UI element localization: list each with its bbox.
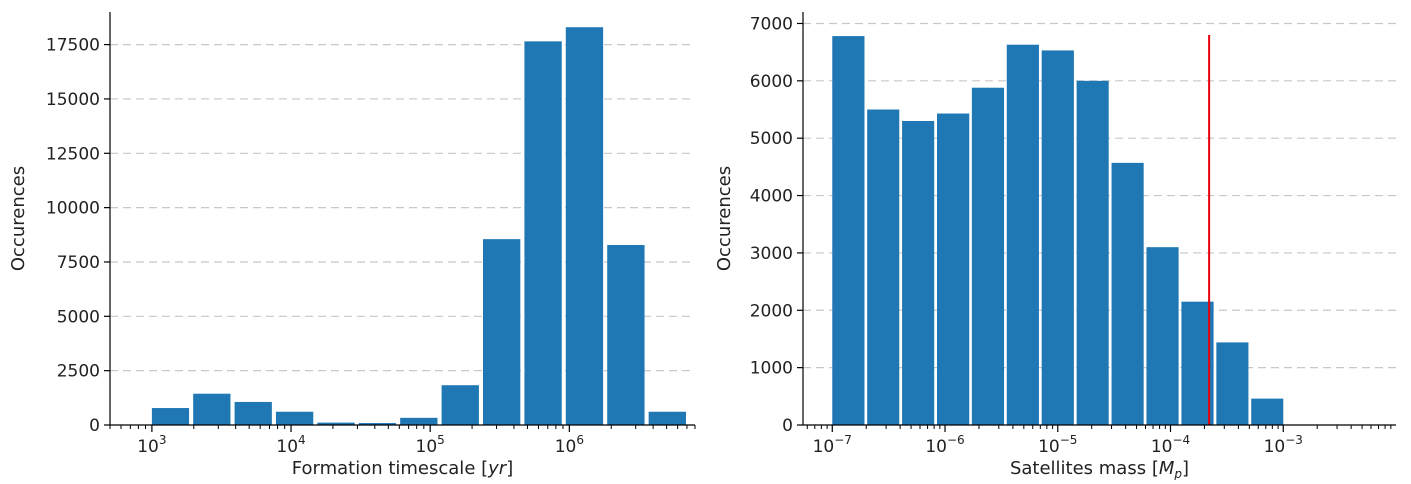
histogram-bar-4: [937, 113, 970, 425]
y-tick-label: 5000: [750, 129, 793, 149]
histogram-bar-7: [400, 417, 438, 425]
histogram-bar-5: [971, 87, 1005, 425]
y-tick-label: 7500: [57, 253, 100, 273]
histogram-bar-3: [902, 120, 935, 425]
y-tick-label: 6000: [750, 72, 793, 92]
histogram-bar-13: [648, 411, 686, 425]
x-tick-label: 104: [276, 433, 305, 457]
histogram-bar-8: [441, 385, 479, 425]
y-tick-label: 3000: [750, 244, 793, 264]
left-chart-panel: 0 2500 5000 7500 10000 12500 15000 17500 103 104 1…: [0, 0, 706, 480]
y-tick-label: 2000: [750, 301, 793, 321]
histogram-bar-1: [151, 408, 190, 425]
x-tick-label: 103: [137, 433, 166, 457]
histogram-bar-1: [832, 36, 865, 425]
y-tick-label: 10000: [46, 199, 100, 219]
x-axis-label: Satellites mass [Mp]: [1010, 458, 1189, 480]
y-tick-label: 12500: [46, 144, 100, 164]
histogram-bar-13: [1251, 398, 1284, 425]
y-tick-label: 0: [89, 416, 100, 436]
histogram-bar-10: [524, 41, 562, 426]
x-tick-label: 10−3: [1264, 433, 1303, 457]
x-tick-label: 10−7: [813, 433, 852, 457]
histogram-bar-7: [1041, 50, 1074, 425]
x-tick-label: 10−6: [925, 433, 964, 457]
y-tick-label: 17500: [46, 36, 100, 56]
histogram-bar-11: [565, 27, 604, 425]
histogram-bar-6: [358, 423, 397, 425]
histogram-bar-4: [275, 411, 314, 425]
y-tick-label: 0: [782, 416, 793, 436]
histogram-bar-9: [482, 239, 521, 425]
y-axis-label: Occurences: [8, 166, 29, 271]
histogram-bar-6: [1006, 44, 1039, 426]
histogram-bar-12: [607, 245, 645, 425]
formation-timescale-histogram: 0 2500 5000 7500 10000 12500 15000 17500 103 104 1…: [8, 12, 696, 479]
y-tick-label: 15000: [46, 90, 100, 110]
histogram-bar-3: [234, 401, 272, 425]
histogram-bar-9: [1111, 162, 1144, 425]
y-tick-label: 7000: [750, 14, 793, 34]
y-tick-label: 2500: [57, 362, 100, 382]
satellites-mass-histogram: 0 1000 2000 3000 4000 5000 6000 7000 10−7 10−6 10−…: [714, 12, 1396, 481]
y-tick-label: 5000: [57, 307, 100, 327]
x-tick-label: 105: [416, 433, 445, 457]
y-tick-label: 1000: [750, 359, 793, 379]
right-chart-panel: 0 1000 2000 3000 4000 5000 6000 7000 10−7 10−6 10−…: [706, 0, 1411, 481]
histogram-bar-5: [317, 422, 355, 425]
histogram-bar-10: [1146, 247, 1179, 425]
histogram-bar-12: [1216, 342, 1249, 425]
y-tick-label: 4000: [750, 187, 793, 207]
x-tick-label: 10−5: [1038, 433, 1077, 457]
x-tick-label: 106: [555, 433, 584, 457]
histogram-bar-2: [867, 109, 900, 425]
x-axis-label: Formation timescale [yr]: [292, 458, 513, 479]
y-axis-label: Occurences: [714, 166, 735, 271]
histogram-bar-8: [1076, 80, 1109, 425]
x-tick-label: 10−4: [1151, 433, 1190, 457]
histogram-bar-2: [193, 393, 231, 425]
